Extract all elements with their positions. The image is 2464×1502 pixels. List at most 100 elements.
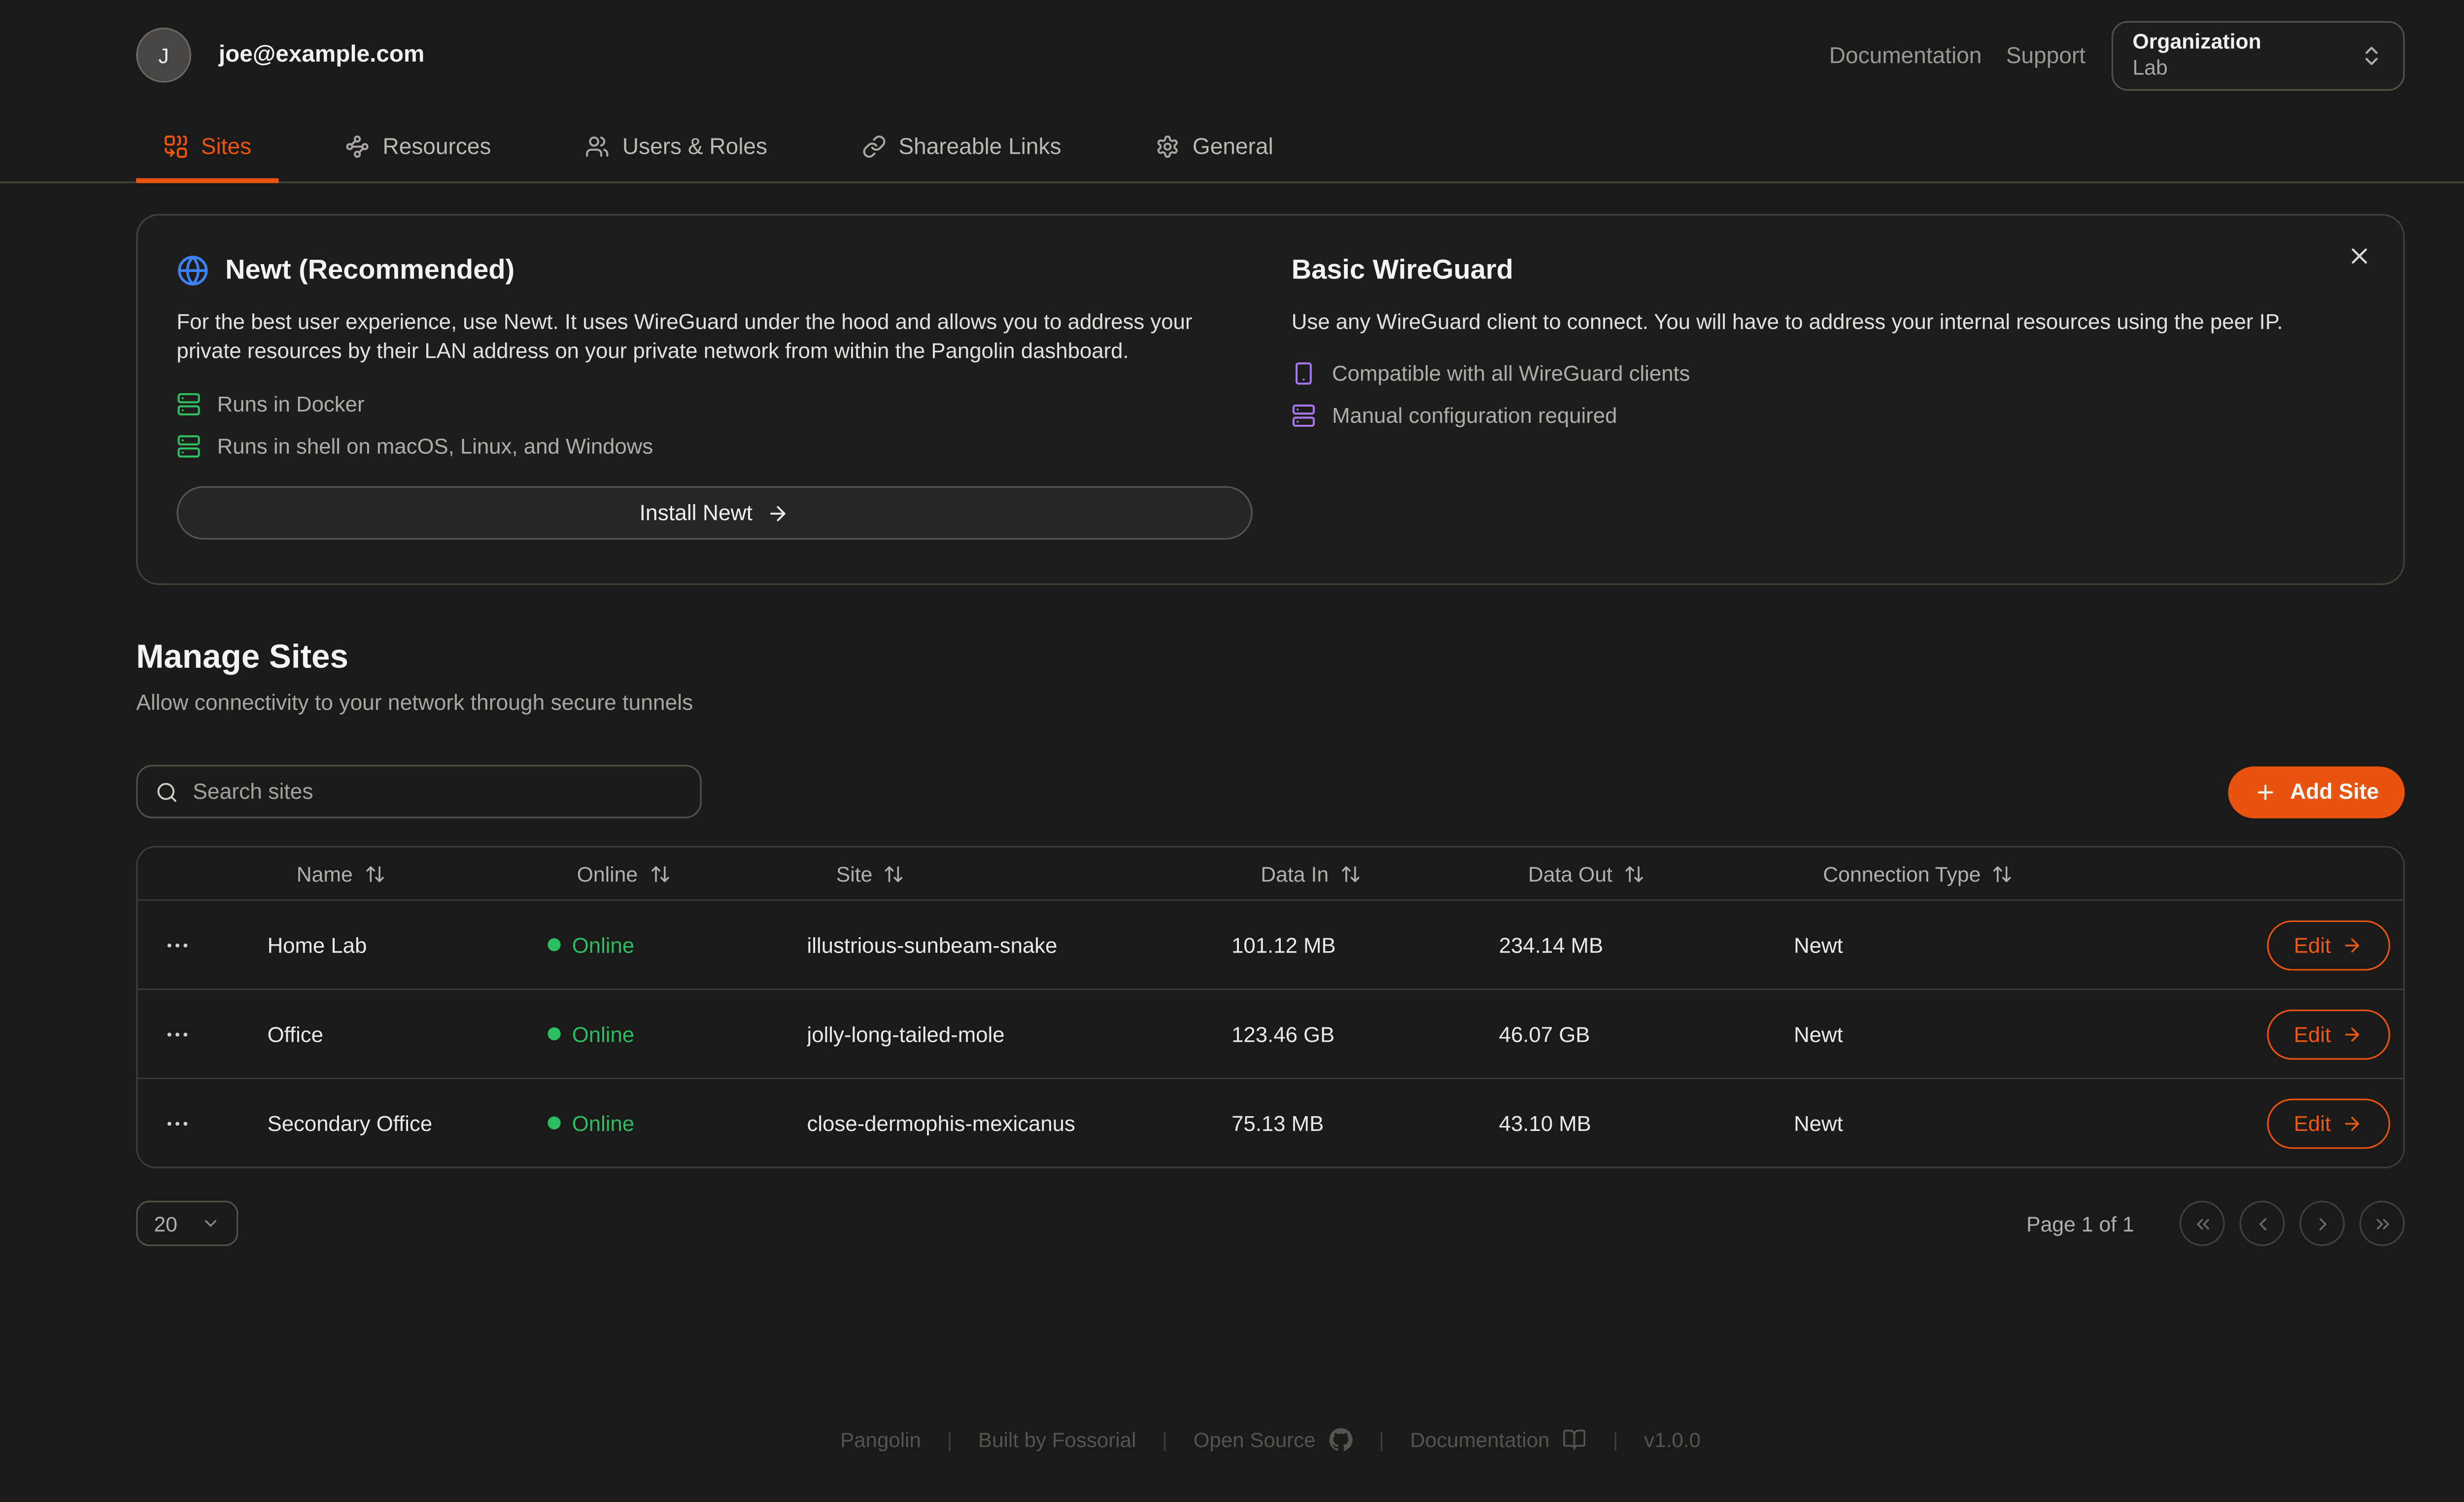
page-title: Manage Sites	[136, 638, 349, 676]
connection-type-value: Newt	[1794, 1022, 1843, 1046]
tab-users-roles[interactable]: Users & Roles	[557, 110, 795, 182]
column-header-connection-type[interactable]: Connection Type	[1794, 861, 2267, 886]
row-actions-menu[interactable]	[152, 927, 201, 962]
tab-label: Users & Roles	[622, 133, 768, 159]
search-icon	[156, 780, 178, 803]
connection-type-value: Newt	[1794, 932, 1843, 957]
globe-icon	[176, 254, 209, 287]
column-header-data-out[interactable]: Data Out	[1499, 861, 1794, 886]
footer-open-source-link[interactable]: Open Source	[1194, 1427, 1353, 1452]
data-out-value: 46.07 GB	[1499, 1022, 1590, 1046]
sort-icon[interactable]	[1624, 863, 1645, 884]
chevron-left-icon	[2252, 1213, 2273, 1234]
column-header-online[interactable]: Online	[548, 861, 807, 886]
avatar-initial: J	[158, 43, 169, 68]
install-newt-button[interactable]: Install Newt	[176, 486, 1253, 540]
pagination-bar: 20 Page 1 of 1	[136, 1200, 2405, 1246]
server-icon	[176, 392, 201, 416]
add-site-button[interactable]: Add Site	[2228, 765, 2405, 818]
first-page-button[interactable]	[2179, 1200, 2225, 1246]
ellipsis-icon	[163, 1020, 190, 1048]
data-in-value: 123.46 GB	[1232, 1022, 1335, 1046]
ellipsis-icon	[163, 931, 190, 958]
tab-general[interactable]: General	[1128, 110, 1300, 182]
row-actions-menu[interactable]	[152, 1105, 201, 1141]
page-subtitle: Allow connectivity to your network throu…	[136, 690, 693, 715]
avatar[interactable]: J	[136, 27, 192, 83]
newt-description: For the best user experience, use Newt. …	[176, 309, 1193, 363]
column-header-name[interactable]: Name	[268, 861, 548, 886]
sites-table: Name Online Site Data In Data Out Connec…	[136, 846, 2405, 1168]
arrow-right-icon	[2342, 1024, 2363, 1045]
tab-resources[interactable]: Resources	[318, 110, 518, 182]
status-badge: Online	[548, 1111, 807, 1135]
organization-selector[interactable]: Organization Lab	[2111, 20, 2405, 90]
status-badge: Online	[548, 932, 807, 957]
newt-feature: Runs in shell on macOS, Linux, and Windo…	[176, 434, 1252, 459]
user-email: joe@example.com	[218, 42, 425, 68]
edit-site-button[interactable]: Edit	[2267, 1008, 2391, 1059]
row-actions-menu[interactable]	[152, 1016, 201, 1052]
column-header-data-in[interactable]: Data In	[1232, 861, 1499, 886]
online-dot-icon	[548, 1027, 561, 1041]
status-badge: Online	[548, 1022, 807, 1046]
chevron-right-icon	[2312, 1213, 2333, 1234]
site-name: Office	[267, 1022, 324, 1046]
tab-label: General	[1192, 133, 1273, 159]
sort-icon[interactable]	[1340, 863, 1361, 884]
sites-toolbar: Add Site	[136, 765, 2405, 819]
tab-label: Resources	[382, 133, 491, 159]
search-box[interactable]	[136, 765, 702, 819]
wireguard-feature: Compatible with all WireGuard clients	[1292, 361, 2364, 386]
site-name: Home Lab	[267, 932, 367, 957]
organization-selector-label: Organization	[2132, 29, 2261, 54]
organization-selector-value: Lab	[2132, 55, 2168, 80]
data-out-value: 43.10 MB	[1499, 1111, 1591, 1135]
last-page-button[interactable]	[2359, 1200, 2405, 1246]
previous-page-button[interactable]	[2239, 1200, 2285, 1246]
data-out-value: 234.14 MB	[1499, 932, 1604, 957]
wireguard-title: Basic WireGuard	[1291, 254, 1513, 285]
sort-icon[interactable]	[1992, 863, 2013, 884]
users-icon	[585, 134, 609, 158]
page-footer: Pangolin | Built by Fossorial | Open Sou…	[840, 1427, 1701, 1452]
site-slug: illustrious-sunbeam-snake	[807, 932, 1058, 957]
settings-icon	[1155, 134, 1179, 158]
column-header-site[interactable]: Site	[807, 861, 1232, 886]
search-input[interactable]	[193, 779, 683, 804]
wireguard-description: Use any WireGuard client to connect. You…	[1291, 309, 2283, 334]
waypoints-icon	[345, 134, 370, 158]
edit-site-button[interactable]: Edit	[2267, 920, 2391, 970]
page-size-select[interactable]: 20	[136, 1200, 239, 1246]
edit-site-button[interactable]: Edit	[2267, 1097, 2391, 1148]
site-slug: close-dermophis-mexicanus	[807, 1111, 1075, 1135]
table-row: Secondary Office Online close-dermophis-…	[137, 1077, 2403, 1167]
chevrons-up-down-icon	[2360, 43, 2384, 67]
nav-support-link[interactable]: Support	[2006, 42, 2086, 68]
nav-documentation-link[interactable]: Documentation	[1829, 42, 1982, 68]
book-open-icon	[1563, 1428, 1587, 1452]
footer-version: v1.0.0	[1644, 1427, 1701, 1452]
wireguard-feature: Manual configuration required	[1292, 404, 2364, 428]
footer-brand: Pangolin	[840, 1427, 921, 1452]
connection-methods-card: Newt (Recommended) For the best user exp…	[136, 214, 2405, 585]
data-in-value: 75.13 MB	[1232, 1111, 1324, 1135]
sort-icon[interactable]	[364, 863, 385, 884]
combine-icon	[164, 134, 188, 158]
page-info: Page 1 of 1	[2026, 1211, 2134, 1236]
footer-documentation-link[interactable]: Documentation	[1410, 1428, 1587, 1452]
wireguard-panel: Basic WireGuard Use any WireGuard client…	[1292, 254, 2364, 545]
smartphone-icon	[1292, 361, 1316, 385]
tab-shareable-links[interactable]: Shareable Links	[834, 110, 1089, 182]
table-row: Office Online jolly-long-tailed-mole 123…	[137, 988, 2403, 1078]
online-dot-icon	[548, 938, 561, 952]
close-icon[interactable]	[2345, 241, 2374, 271]
newt-feature: Runs in Docker	[176, 392, 1252, 416]
sort-icon[interactable]	[649, 863, 670, 884]
tab-sites[interactable]: Sites	[136, 110, 279, 183]
sort-icon[interactable]	[884, 863, 905, 884]
tab-label: Sites	[201, 133, 252, 159]
connection-type-value: Newt	[1794, 1111, 1843, 1135]
next-page-button[interactable]	[2299, 1200, 2345, 1246]
